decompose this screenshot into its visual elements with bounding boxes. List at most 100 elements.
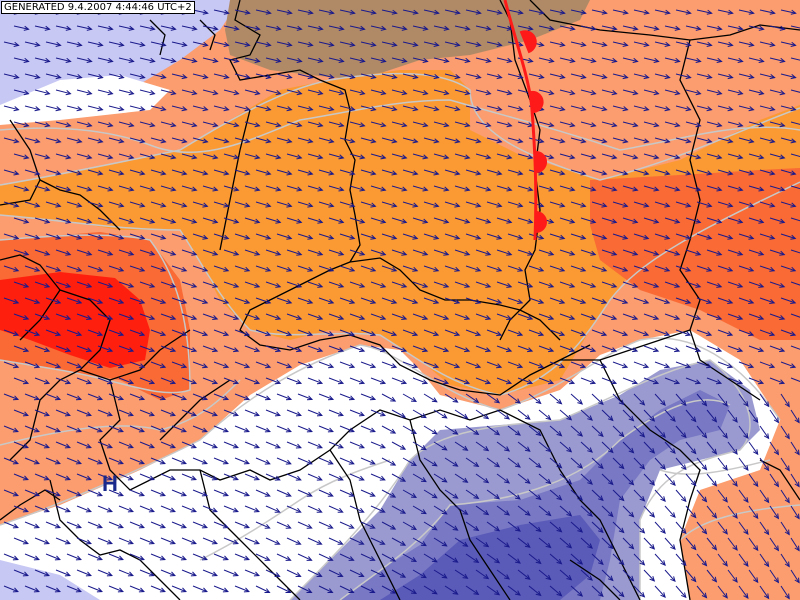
wind-arrow xyxy=(66,361,83,369)
wind-arrow xyxy=(664,505,676,519)
wind-arrow xyxy=(622,473,635,486)
wind-arrow xyxy=(360,329,377,337)
wind-arrow xyxy=(454,473,469,483)
wind-arrow xyxy=(538,569,552,581)
wind-arrow xyxy=(780,9,797,15)
wind-arrow xyxy=(748,569,759,584)
wind-arrow xyxy=(643,441,656,454)
wind-arrow xyxy=(360,105,377,112)
wind-arrow xyxy=(507,137,524,144)
wind-arrow xyxy=(360,233,377,240)
wind-arrow xyxy=(549,329,566,337)
wind-arrow xyxy=(276,585,292,593)
wind-arrow xyxy=(507,169,524,176)
wind-arrow xyxy=(486,73,503,80)
wind-arrow xyxy=(192,489,208,497)
wind-arrow xyxy=(34,153,51,160)
wind-arrow xyxy=(664,89,681,96)
wind-arrow xyxy=(402,265,419,272)
wind-arrow xyxy=(108,297,125,304)
wind-arrow xyxy=(549,233,566,240)
wind-arrow xyxy=(276,553,292,561)
wind-arrow xyxy=(223,409,239,417)
wind-arrow xyxy=(360,201,377,208)
wind-arrow xyxy=(276,41,293,47)
wind-arrow xyxy=(307,473,323,481)
wind-arrow xyxy=(192,233,209,240)
wind-arrow xyxy=(780,425,790,440)
wind-arrow xyxy=(360,137,377,144)
wind-arrow xyxy=(654,9,671,15)
wind-arrow xyxy=(790,441,800,456)
wind-arrow xyxy=(108,169,125,176)
wind-arrow xyxy=(223,313,240,320)
wind-arrow xyxy=(360,425,376,433)
wind-arrow xyxy=(97,185,114,192)
wind-arrow xyxy=(328,217,345,224)
wind-arrow xyxy=(717,489,728,503)
wind-arrow xyxy=(55,409,71,417)
wind-arrow xyxy=(769,89,786,96)
wind-arrow xyxy=(76,121,93,128)
wind-arrow xyxy=(129,553,145,561)
wind-arrow xyxy=(297,553,313,561)
wind-arrow xyxy=(570,233,587,240)
wind-arrow xyxy=(76,57,93,63)
wind-arrow xyxy=(696,9,713,15)
wind-arrow xyxy=(454,377,471,385)
wind-arrow xyxy=(244,473,260,481)
wind-arrow xyxy=(171,425,187,433)
wind-arrow xyxy=(612,361,629,369)
wind-arrow xyxy=(160,377,177,385)
wind-arrow xyxy=(738,521,749,536)
wind-arrow xyxy=(507,521,521,532)
wind-arrow xyxy=(496,57,513,63)
wind-arrow xyxy=(423,489,438,499)
wind-arrow xyxy=(45,105,62,112)
wind-arrow xyxy=(24,521,40,529)
warm-front-bulge xyxy=(533,150,547,174)
wind-arrow xyxy=(402,233,419,240)
wind-arrow xyxy=(13,409,29,417)
wind-arrow xyxy=(328,281,345,288)
wind-arrow xyxy=(139,249,156,256)
wind-arrow xyxy=(255,233,272,240)
wind-arrow xyxy=(444,425,459,435)
wind-arrow xyxy=(496,377,513,385)
wind-arrow xyxy=(696,233,713,240)
wind-arrow xyxy=(55,249,72,256)
wind-arrow xyxy=(265,25,282,31)
wind-arrow xyxy=(202,569,218,577)
wind-arrow xyxy=(696,425,708,439)
wind-arrow xyxy=(769,569,780,584)
wind-arrow xyxy=(412,409,427,419)
wind-arrow xyxy=(391,281,408,288)
zone-red-west xyxy=(0,272,150,368)
wind-arrow xyxy=(276,233,293,240)
wind-arrow xyxy=(297,297,314,304)
wind-arrow xyxy=(769,505,780,520)
wind-arrow xyxy=(738,489,749,504)
wind-arrow xyxy=(34,473,50,481)
wind-arrow xyxy=(307,409,323,417)
wind-arrow xyxy=(780,73,797,80)
wind-arrow xyxy=(538,89,555,96)
wind-arrow xyxy=(738,169,755,176)
wind-arrow xyxy=(664,281,681,288)
wind-arrow xyxy=(591,361,608,369)
wind-arrow xyxy=(433,377,450,385)
wind-arrow xyxy=(171,169,188,176)
wind-arrow xyxy=(465,73,482,80)
wind-arrow xyxy=(601,345,618,353)
wind-arrow xyxy=(465,137,482,144)
wind-arrow xyxy=(108,265,125,272)
wind-arrow xyxy=(423,585,438,595)
wind-arrow xyxy=(276,489,292,497)
wind-arrow xyxy=(97,345,114,353)
wind-arrow xyxy=(129,169,146,176)
wind-arrow xyxy=(559,217,576,224)
wind-arrow xyxy=(748,153,765,160)
wind-arrow xyxy=(150,105,167,112)
wind-arrow xyxy=(475,57,492,63)
wind-arrow xyxy=(34,537,50,545)
